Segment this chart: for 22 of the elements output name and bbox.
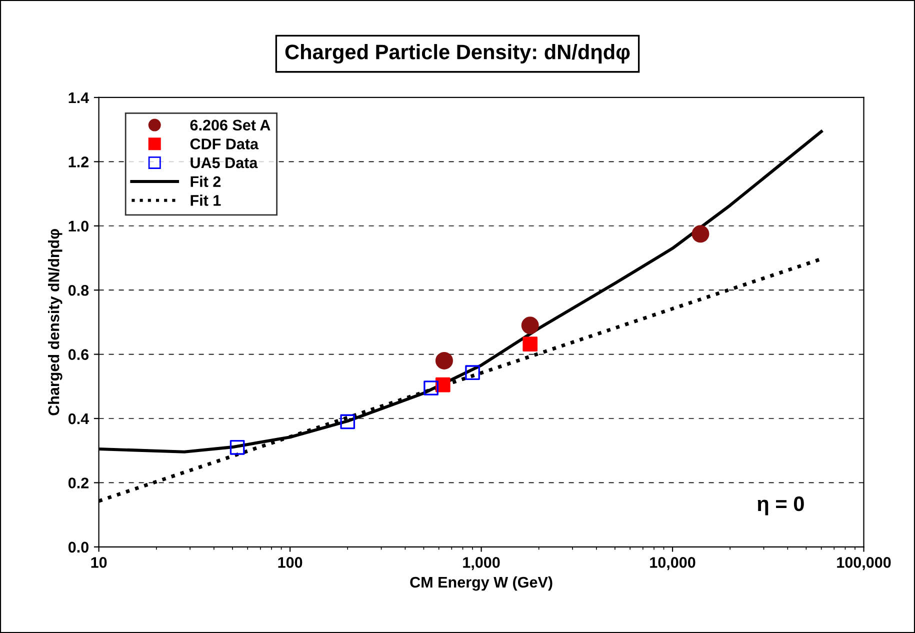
y-tick-label: 0.4 [68, 413, 90, 424]
chart-title: Charged Particle Density: dN/dηdφ [285, 44, 630, 64]
y-tick-label: 1.4 [68, 92, 90, 104]
y-tick-label: 0.0 [68, 542, 88, 553]
legend-label: Fit 2 [190, 176, 221, 188]
x-tick-label: 100,000 [837, 557, 891, 570]
y-tick-label: 1.0 [68, 220, 88, 232]
legend-label: CDF Data [190, 138, 259, 150]
x-tick-label: 10,000 [650, 557, 696, 570]
x-tick-label: 10 [91, 557, 107, 568]
legend-label: UA5 Data [190, 158, 258, 168]
x-tick-label: 1,000 [463, 557, 500, 570]
y-tick-label: 0.2 [68, 478, 88, 488]
legend-label: 6.206 Set A [190, 120, 270, 131]
y-tick-label: 0.8 [68, 284, 89, 296]
legend-label: Fit 1 [190, 194, 221, 206]
y-tick-label: 1.2 [68, 156, 88, 168]
x-tick-label: 100 [278, 557, 302, 568]
y-axis-title: Charged density dN/dηdφ [48, 229, 62, 416]
y-tick-label: 0.6 [68, 349, 89, 360]
annotation: η = 0 [758, 496, 804, 516]
x-axis-title: CM Energy W (GeV) [410, 576, 552, 591]
